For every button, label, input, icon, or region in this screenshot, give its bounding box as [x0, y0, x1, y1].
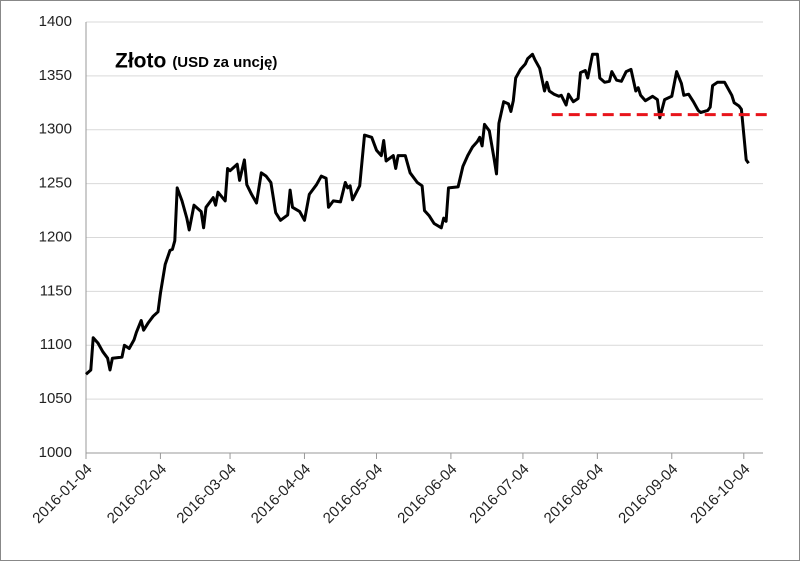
y-tick-label: 1300	[39, 121, 72, 138]
chart-title: Złoto	[115, 50, 166, 73]
y-tick-label: 1000	[39, 444, 72, 461]
y-tick-label: 1250	[39, 175, 72, 192]
y-tick-label: 1400	[39, 13, 72, 30]
y-tick-label: 1150	[40, 282, 72, 299]
y-tick-label: 1350	[39, 67, 72, 84]
price-line	[84, 52, 750, 376]
y-tick-label: 1200	[39, 228, 72, 245]
y-tick-label: 1100	[40, 336, 72, 353]
y-tick-label: 1050	[39, 390, 72, 407]
chart-subtitle: (USD za uncję)	[172, 54, 277, 71]
